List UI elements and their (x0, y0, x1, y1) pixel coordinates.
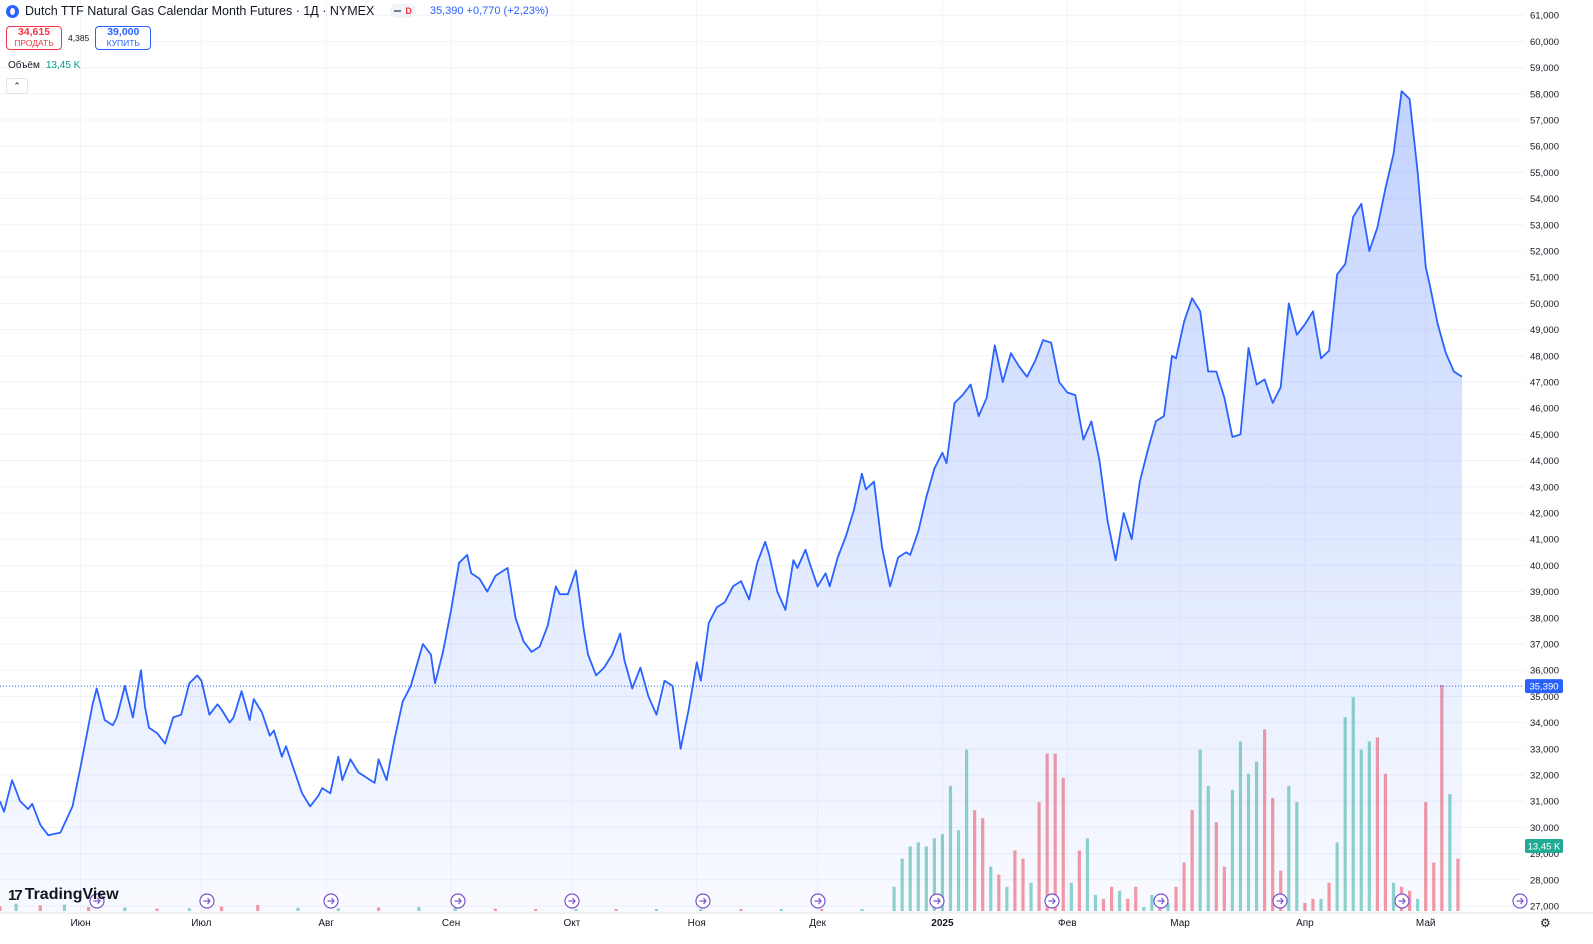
event-arrow (203, 897, 211, 905)
x-tick-label: Дек (809, 918, 826, 929)
event-arrow (933, 897, 941, 905)
buy-button[interactable]: 39,000 КУПИТЬ (95, 26, 152, 50)
x-tick-label: Мар (1170, 918, 1190, 929)
y-tick-label: 51,000 (1530, 273, 1559, 284)
event-arrow (1276, 897, 1284, 905)
y-tick-label: 56,000 (1530, 142, 1559, 153)
y-tick-label: 40,000 (1530, 561, 1559, 572)
drop-icon (6, 4, 19, 18)
y-tick-label: 49,000 (1530, 325, 1559, 336)
y-tick-label: 48,000 (1530, 351, 1559, 362)
x-tick-label: Июл (191, 918, 211, 929)
y-tick-label: 47,000 (1530, 378, 1559, 389)
y-tick-label: 45,000 (1530, 430, 1559, 441)
sell-price: 34,615 (17, 26, 51, 38)
gear-icon[interactable]: ⚙ (1540, 916, 1551, 930)
buy-label: КУПИТЬ (106, 38, 140, 48)
volume-tag-label: 13,45 K (1528, 842, 1561, 853)
y-tick-label: 30,000 (1530, 823, 1559, 834)
y-tick-label: 52,000 (1530, 247, 1559, 258)
x-tick-label: Сен (442, 918, 460, 929)
interval-badge: D (405, 6, 412, 16)
y-tick-label: 32,000 (1530, 771, 1559, 782)
area-fill (0, 91, 1462, 912)
price-area (0, 90, 1463, 912)
event-arrow (1157, 897, 1165, 905)
event-arrow (814, 897, 822, 905)
y-tick-label: 54,000 (1530, 194, 1559, 205)
event-arrow (699, 897, 707, 905)
event-arrow (1398, 897, 1406, 905)
symbol-title[interactable]: Dutch TTF Natural Gas Calendar Month Fut… (25, 4, 375, 18)
collapse-button[interactable]: ⌃ (6, 78, 28, 94)
y-tick-label: 33,000 (1530, 744, 1559, 755)
last-price-tag (1525, 679, 1563, 694)
buy-price: 39,000 (107, 26, 140, 38)
sell-button[interactable]: 34,615 ПРОДАТЬ (6, 26, 62, 50)
trade-panel: 34,615 ПРОДАТЬ 4,385 39,000 КУПИТЬ (6, 26, 152, 50)
x-tick-label: Июн (70, 918, 90, 929)
y-tick-label: 43,000 (1530, 482, 1559, 493)
y-tick-label: 44,000 (1530, 456, 1559, 467)
volume-value: 13,45 K (45, 60, 81, 71)
y-tick-label: 35,000 (1530, 692, 1559, 703)
y-tick-label: 46,000 (1530, 404, 1559, 415)
y-tick-label: 34,000 (1530, 718, 1559, 729)
volume-tag (1525, 839, 1563, 853)
tradingview-logo[interactable]: 17 TradingView (8, 886, 119, 904)
y-tick-label: 50,000 (1530, 299, 1559, 310)
chart-header: Dutch TTF Natural Gas Calendar Month Fut… (6, 4, 548, 18)
y-tick-label: 57,000 (1530, 116, 1559, 127)
event-arrow (1516, 897, 1524, 905)
event-arrow (327, 897, 335, 905)
event-arrow (568, 897, 576, 905)
y-tick-label: 27,000 (1530, 902, 1559, 913)
y-tick-label: 29,000 (1530, 849, 1559, 860)
y-tick-label: 36,000 (1530, 666, 1559, 677)
x-tick-label: 2025 (931, 918, 954, 929)
y-tick-label: 61,000 (1530, 11, 1559, 22)
x-tick-label: Окт (563, 918, 580, 929)
interval-pill[interactable]: D (390, 4, 416, 18)
y-tick-label: 58,000 (1530, 89, 1559, 100)
y-tick-label: 28,000 (1530, 875, 1559, 886)
y-tick-label: 53,000 (1530, 220, 1559, 231)
axes: 27,000 28,000 29,000 30,000 31,000 32,000 33,0… (0, 11, 1593, 929)
brand-name: TradingView (24, 886, 119, 903)
minus-icon (394, 10, 402, 12)
volume-label: Объём (8, 60, 40, 71)
x-tick-label: Фев (1058, 918, 1076, 929)
y-tick-label: 42,000 (1530, 509, 1559, 520)
x-tick-label: Ноя (688, 918, 706, 929)
y-tick-label: 60,000 (1530, 37, 1559, 48)
y-tick-label: 55,000 (1530, 168, 1559, 179)
volume-legend[interactable]: Объём 13,45 K (8, 60, 80, 71)
event-arrow (454, 897, 462, 905)
spread-value: 4,385 (68, 33, 90, 43)
y-tick-label: 38,000 (1530, 613, 1559, 624)
x-tick-label: Май (1416, 918, 1436, 929)
tv-logo-icon: 17 (8, 886, 23, 904)
y-tick-label: 31,000 (1530, 797, 1559, 808)
event-markers (89, 893, 1528, 909)
series-line (0, 90, 1463, 837)
price-tags: 35,390 13,45 K (0, 679, 1563, 853)
x-tick-label: Авг (318, 918, 334, 929)
sell-label: ПРОДАТЬ (14, 38, 54, 48)
y-tick-label: 41,000 (1530, 535, 1559, 546)
y-tick-label: 59,000 (1530, 63, 1559, 74)
last-price-label: 35,390 (1529, 682, 1558, 693)
header-price: 35,390 +0,770 (+2,23%) (429, 5, 549, 17)
y-tick-label: 37,000 (1530, 640, 1559, 651)
x-tick-label: Апр (1296, 918, 1314, 929)
y-tick-label: 39,000 (1530, 587, 1559, 598)
event-arrow (1048, 897, 1056, 905)
chevron-up-icon: ⌃ (13, 80, 21, 91)
event-arrow (93, 897, 101, 905)
